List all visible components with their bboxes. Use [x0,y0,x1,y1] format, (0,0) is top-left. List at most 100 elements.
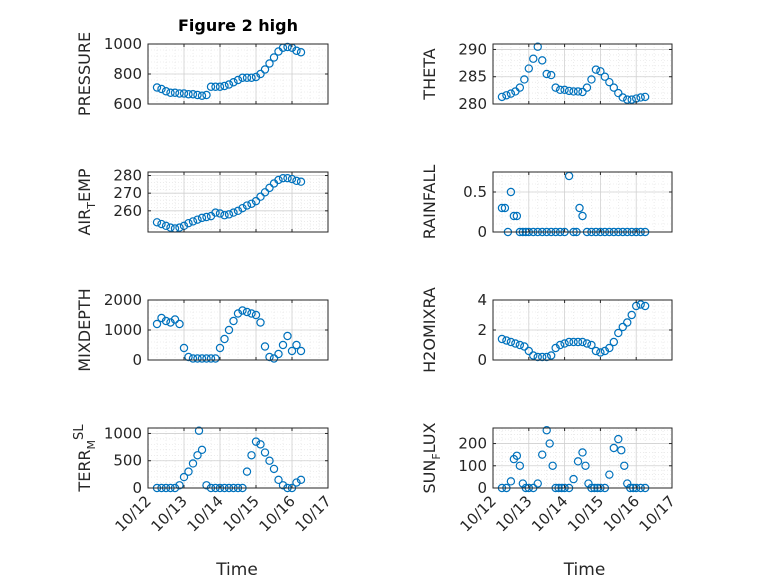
data-point [247,309,256,318]
data-point [296,48,306,57]
data-point [220,334,229,344]
chart-title: Figure 2 high [178,16,298,35]
data-point [152,83,162,92]
data-point [175,319,184,329]
data-point [546,351,556,360]
data-point [197,354,207,363]
y-tick-label: 0 [477,223,487,241]
data-point [269,464,279,474]
data-point [265,183,274,193]
data-point [256,192,265,201]
data-point [623,318,632,327]
data-point [274,349,283,359]
data-point [247,199,256,208]
subplot-7: 0 500 1000 TERRMSL 10/1210/1310/1410/1510/16… [72,424,335,580]
data-point [224,325,234,335]
data-point [229,78,238,87]
data-point [578,87,587,97]
data-point [497,203,507,213]
data-point [152,218,162,227]
data-point [515,340,525,350]
data-point [238,306,247,315]
data-point [555,340,565,350]
y-tick-label: 600 [113,95,142,113]
data-point [296,346,306,356]
subplot-5: 0 1000 2000 MIXDEPTH [75,288,329,372]
data-point [596,348,605,357]
x-axis-label: Time [215,560,258,580]
data-point [211,354,220,363]
data-point [618,322,627,332]
data-point [524,64,534,73]
data-point [609,83,619,92]
x-tick-label: 10/17 [636,492,679,535]
data-point [238,203,247,213]
data-point [573,87,583,96]
y-tick-label: 2000 [104,291,142,309]
y-tick-label: 1000 [104,35,142,53]
y-tick-label: 0 [132,351,142,369]
data-point [265,456,274,465]
data-point [194,426,204,435]
y-tick-label: 200 [458,435,487,453]
data-point [636,300,645,309]
data-point [197,213,207,223]
data-point [569,87,578,96]
x-tick-label: 10/17 [292,492,335,535]
data-point [292,478,301,487]
data-point [529,351,538,360]
data-point [184,90,193,99]
data-point [256,69,265,79]
data-point [269,354,279,363]
data-point [157,219,166,229]
data-point [256,440,265,449]
data-point [564,337,574,347]
y-tick-label: 500 [113,452,142,470]
data-point [193,215,202,224]
data-point [197,91,207,100]
y-tick-label: 2 [477,321,487,339]
data-point [215,82,225,91]
data-point [506,337,516,347]
data-point [170,88,180,97]
data-point [179,472,189,482]
y-tick-label: 280 [113,167,142,185]
data-point [283,173,292,183]
data-point [538,352,547,362]
data-point [533,352,542,362]
data-point [179,343,189,353]
data-point [238,73,247,82]
data-point [581,461,590,470]
data-point [260,448,270,457]
y-axis-label: SUNFLUX [420,422,443,493]
y-tick-label: 0 [132,479,142,497]
data-point [560,339,569,348]
data-point [573,337,583,347]
axes-box [492,43,673,105]
data-point [161,87,171,96]
data-point [512,451,522,460]
data-point [520,342,529,351]
y-axis-label: RAINFALL [420,165,439,240]
data-point [242,201,252,210]
data-point [620,461,629,470]
data-point [269,53,279,62]
data-point [193,451,202,460]
data-point [614,434,623,444]
subplot-6: 0 2 4 H2OMIXRA [420,287,673,373]
data-point [166,88,175,97]
data-point [247,451,256,460]
subplot-4: 0 0.5 RAINFALL [420,165,673,241]
data-point [627,95,636,104]
data-point [274,475,283,485]
x-tick-label: 10/12 [112,492,155,535]
data-point [538,56,547,65]
data-point [569,474,578,484]
data-point [296,177,306,186]
data-point [251,437,261,446]
data-point [188,354,198,363]
axes-box [492,427,673,489]
y-axis-label: TERRMSL [72,424,98,493]
data-point [292,176,301,186]
